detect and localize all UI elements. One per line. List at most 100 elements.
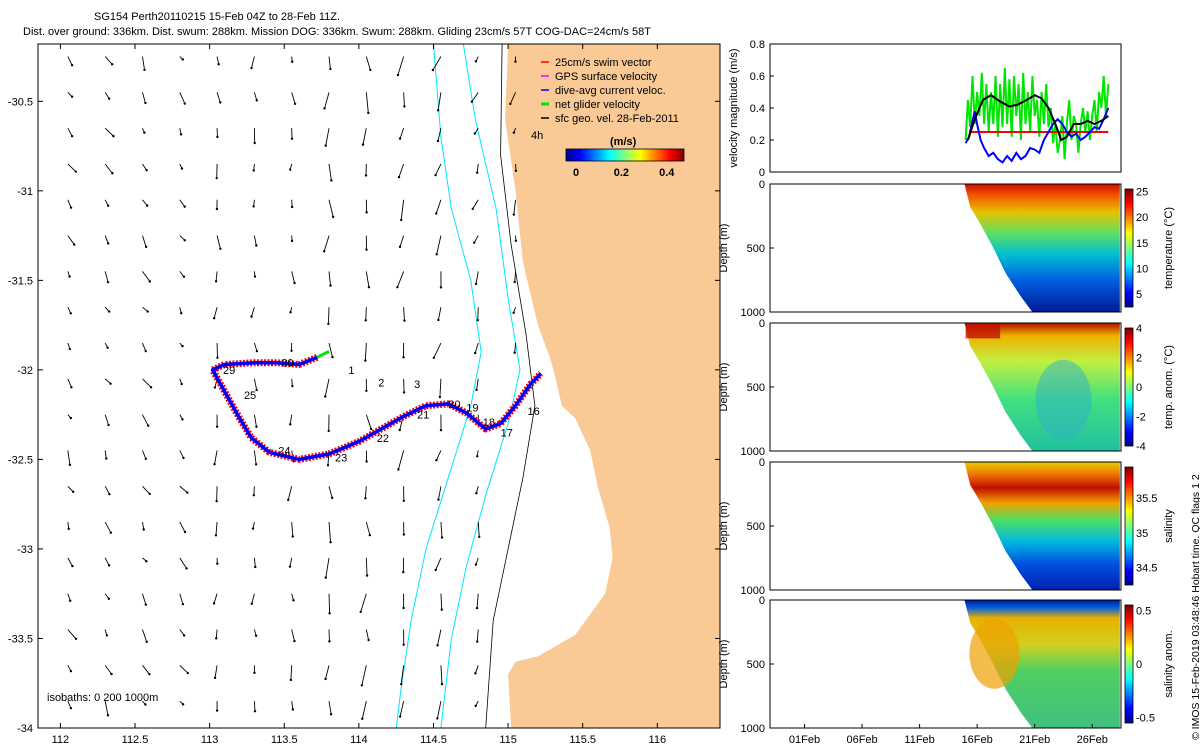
geo-velocity-vector	[361, 701, 367, 719]
geo-velocity-vector-head	[107, 423, 110, 427]
colorbar-tick-label: 35	[1136, 528, 1148, 540]
geo-velocity-vector-head	[367, 285, 371, 289]
geo-velocity-vector-head	[360, 684, 364, 687]
geo-velocity-vector-head	[219, 101, 222, 104]
geo-velocity-vector-head	[327, 322, 330, 326]
y-tick-label: 1000	[741, 723, 765, 735]
geo-velocity-vector-head	[106, 346, 109, 349]
geo-velocity-vector-head	[214, 280, 218, 283]
geo-velocity-vector-head	[327, 429, 330, 433]
geo-velocity-vector	[365, 307, 367, 321]
x-tick-label: 116	[649, 734, 667, 746]
geo-velocity-vector-head	[106, 204, 110, 207]
geo-velocity-vector-head	[512, 213, 516, 216]
geo-velocity-vector	[142, 665, 150, 675]
geo-velocity-vector	[436, 235, 442, 255]
geo-velocity-vector	[437, 629, 442, 646]
geo-velocity-vector	[67, 450, 71, 465]
y-axis-label: Depth (m)	[718, 640, 730, 689]
geo-velocity-vector-head	[215, 207, 219, 211]
colorbar-tick-label: -4	[1136, 441, 1146, 453]
geo-velocity-vector-head	[398, 715, 402, 718]
chart-subtitle: Dist. over ground: 336km. Dist. swum: 28…	[23, 26, 651, 38]
geo-velocity-vector	[438, 486, 442, 500]
geo-velocity-vector	[142, 414, 149, 426]
geo-velocity-vector-head	[145, 560, 148, 563]
geo-velocity-vector	[327, 307, 330, 324]
geo-velocity-vector	[360, 593, 367, 612]
geo-velocity-vector	[291, 92, 296, 104]
geo-velocity-vector-head	[186, 671, 190, 675]
geo-velocity-vector-head	[289, 311, 292, 314]
colorbar-tick-label: 35.5	[1136, 493, 1157, 505]
geo-velocity-vector	[437, 128, 442, 142]
geo-velocity-vector-head	[291, 60, 294, 63]
geo-velocity-vector	[440, 665, 443, 685]
geo-velocity-vector	[104, 701, 109, 716]
geo-velocity-vector-head	[180, 167, 184, 170]
section-colorbar	[1124, 466, 1134, 586]
section-field	[964, 184, 1120, 312]
geo-velocity-vector	[365, 92, 369, 113]
geo-velocity-vector-head	[512, 131, 516, 134]
geo-velocity-vector	[179, 521, 186, 533]
geo-velocity-vector	[440, 522, 443, 538]
geo-velocity-vector	[439, 378, 442, 398]
geo-velocity-vector	[291, 378, 293, 387]
geo-velocity-vector-head	[329, 67, 332, 71]
geo-velocity-vector-head	[179, 133, 183, 136]
geo-velocity-vector-head	[329, 284, 332, 287]
geo-velocity-vector	[104, 235, 109, 244]
geo-velocity-vector	[104, 557, 110, 566]
isobath-line	[395, 44, 482, 728]
geo-velocity-vector-head	[107, 597, 111, 600]
geo-velocity-vector-head	[107, 564, 111, 567]
geo-velocity-vector-head	[365, 389, 368, 392]
y-tick-label: -30.5	[8, 96, 33, 108]
geo-velocity-vector-head	[182, 634, 186, 637]
geo-velocity-vector-head	[255, 99, 258, 102]
geo-velocity-vector-head	[331, 215, 335, 219]
geo-velocity-vector	[328, 701, 332, 715]
geo-velocity-vector-head	[364, 496, 367, 500]
geo-velocity-vector-head	[108, 492, 111, 496]
geo-velocity-vector-head	[144, 101, 147, 105]
geo-velocity-vector-head	[142, 528, 145, 531]
y-tick-label: -33	[17, 544, 33, 556]
geo-velocity-vector-head	[398, 428, 401, 432]
geo-velocity-vector	[104, 271, 109, 283]
geo-velocity-vector	[365, 521, 371, 536]
geo-velocity-vector-head	[474, 672, 477, 675]
geo-velocity-vector-head	[291, 535, 294, 538]
geo-velocity-vector	[67, 235, 75, 245]
geo-velocity-vector-head	[145, 640, 148, 644]
colorbar-tick-label: 0	[1136, 382, 1142, 394]
geo-velocity-vector-head	[290, 349, 293, 353]
colorbar-tick-label: 5	[1136, 289, 1142, 301]
geo-velocity-vector-head	[250, 66, 253, 70]
track-day-label: 17	[501, 428, 513, 440]
geo-velocity-vector-head	[145, 168, 148, 172]
geo-velocity-vector-head	[291, 708, 295, 711]
geo-velocity-vector-head	[181, 418, 184, 421]
geo-velocity-vector	[142, 199, 148, 206]
colorbar-tick-label: -0.5	[1136, 713, 1155, 725]
geo-velocity-vector	[104, 127, 114, 137]
geo-velocity-vector	[251, 307, 255, 317]
geo-velocity-vector	[398, 163, 405, 178]
geo-velocity-vector-head	[359, 610, 362, 613]
geo-velocity-vector	[396, 271, 405, 288]
track-day-label: 25	[244, 390, 256, 402]
geo-velocity-vector-head	[290, 137, 294, 140]
geo-velocity-vector-head	[216, 356, 219, 359]
geo-velocity-vector-head	[290, 205, 294, 209]
copyright-note: © IMOS 15-Feb-2019 03:48:46 Hobart time.…	[1190, 474, 1200, 740]
colorbar-tick-label: 0	[573, 167, 579, 179]
geo-velocity-vector-head	[324, 144, 327, 147]
geo-velocity-vector-head	[328, 612, 331, 615]
geo-velocity-vector-head	[440, 682, 444, 686]
geo-velocity-vector	[67, 56, 73, 66]
map-legend: 25cm/s swim vector GPS surface velocity di…	[531, 57, 685, 179]
geo-velocity-vector	[142, 450, 147, 460]
geo-velocity-vector-head	[292, 599, 295, 602]
